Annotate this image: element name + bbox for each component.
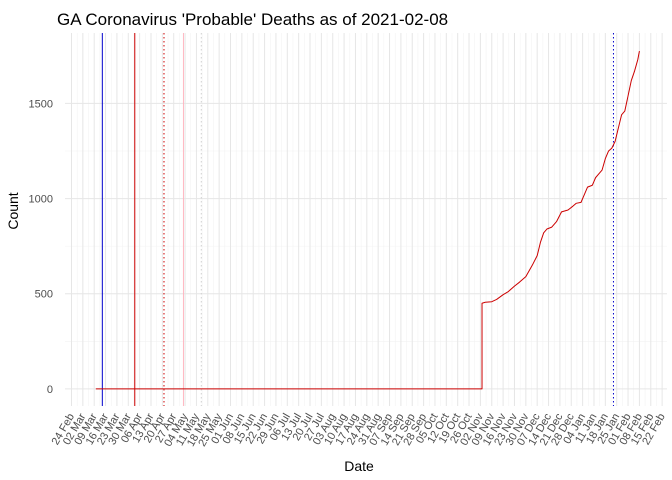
y-axis-ticks: 0 500 1000 1500 bbox=[29, 98, 53, 395]
y-axis-title: Count bbox=[5, 192, 21, 229]
series-line bbox=[95, 50, 640, 390]
y-tick-label: 1500 bbox=[29, 98, 53, 110]
grid bbox=[65, 33, 667, 406]
series bbox=[95, 50, 640, 390]
y-tick-label: 500 bbox=[35, 289, 53, 301]
reference-lines bbox=[101, 33, 614, 406]
x-axis-title: Date bbox=[344, 458, 374, 474]
y-tick-label: 0 bbox=[47, 384, 53, 396]
y-tick-label: 1000 bbox=[29, 194, 53, 206]
chart-title: GA Coronavirus 'Probable' Deaths as of 2… bbox=[57, 10, 448, 29]
